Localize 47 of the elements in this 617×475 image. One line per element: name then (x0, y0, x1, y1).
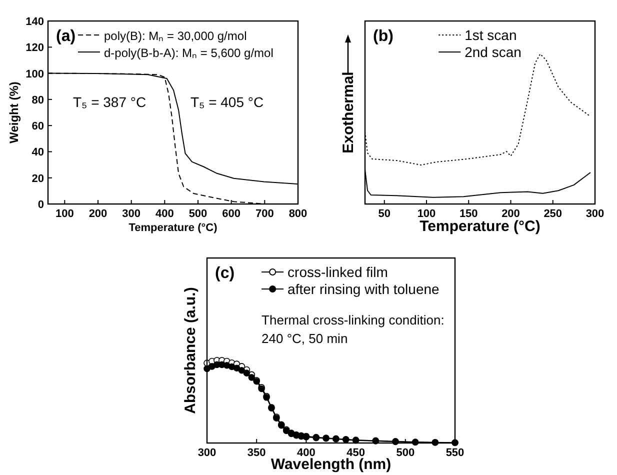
x-tick-label: 800 (288, 208, 308, 220)
x-tick-label: 700 (255, 208, 274, 220)
x-tick-label: 350 (247, 447, 266, 459)
x-tick-label: 200 (502, 208, 520, 220)
x-tick-label: 200 (88, 208, 108, 220)
x-tick-label: 150 (459, 208, 478, 220)
x-axis-title: Temperature (°C) (420, 218, 540, 235)
chart-title: (b) (373, 28, 394, 45)
legend-label: poly(B): Mₙ = 30,000 g/mol (104, 29, 247, 43)
y-tick-label: 60 (32, 120, 44, 133)
legend-label: 1st scan (464, 27, 517, 43)
text: 240 °C, 50 min (262, 331, 348, 346)
chart-title: (c) (215, 265, 235, 282)
x-tick-label: 550 (446, 447, 464, 459)
annotation: T₅ = 387 °C (73, 94, 146, 110)
y-axis-title: Weight (%) (7, 82, 21, 144)
x-tick-label: 300 (586, 208, 604, 220)
x-tick-label: 400 (297, 447, 316, 459)
x-tick-label: 600 (222, 208, 241, 220)
legend-label: after rinsing with toluene (288, 281, 440, 297)
legend-label: d-poly(B-b-A): Mₙ = 5,600 g/mol (104, 46, 274, 60)
text: Thermal cross-linking condition: (262, 312, 444, 328)
x-tick-label: 500 (396, 447, 415, 459)
x-tick-label: 50 (378, 208, 390, 220)
x-tick-label: 100 (55, 208, 74, 220)
x-axis-title: Temperature (°C) (128, 222, 218, 234)
y-tick-label: 100 (26, 68, 44, 80)
y-tick-label: 140 (26, 16, 44, 28)
y-axis-title: Absorbance (a.u.) (182, 287, 199, 414)
legend-label: 2nd scan (464, 44, 522, 60)
y-tick-label: 80 (32, 94, 44, 106)
x-tick-label: 250 (544, 208, 562, 220)
y-tick-label: 120 (26, 42, 44, 54)
y-tick-label: 20 (32, 172, 44, 185)
x-tick-label: 300 (122, 208, 141, 220)
y-tick-label: 40 (32, 146, 44, 159)
chart-title: (a) (56, 28, 76, 45)
annotation: T₅ = 405 °C (190, 94, 264, 110)
x-tick-label: 400 (155, 208, 174, 220)
x-tick-label: 500 (188, 208, 208, 220)
legend-label: cross-linked film (288, 264, 388, 280)
x-tick-label: 300 (198, 447, 216, 459)
y-tick-label: 0 (38, 199, 44, 211)
x-axis-title: Wavelength (nm) (270, 456, 392, 473)
y-axis-title: Exothermal (340, 72, 357, 154)
x-tick-label: 100 (417, 208, 436, 220)
x-tick-label: 450 (346, 447, 365, 459)
